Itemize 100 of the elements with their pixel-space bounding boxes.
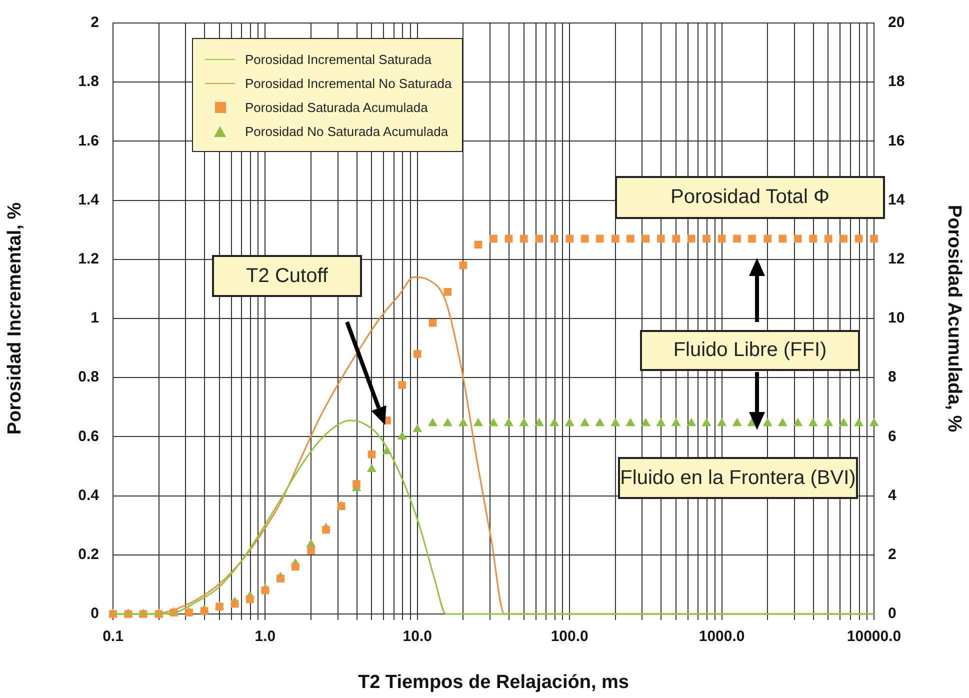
point: [657, 234, 665, 243]
y-tick-label: 1: [90, 310, 99, 327]
y-tick-label: 0.2: [78, 546, 99, 564]
point: [414, 350, 422, 358]
point: [230, 600, 239, 608]
point: [412, 424, 422, 432]
y-tick-label: 1.6: [78, 132, 99, 150]
point: [322, 526, 330, 534]
point: [398, 381, 406, 389]
point: [458, 418, 468, 426]
point: [778, 418, 788, 426]
point: [596, 234, 604, 243]
point: [564, 418, 574, 426]
point: [580, 234, 589, 243]
point: [276, 574, 284, 582]
point: [764, 234, 772, 243]
point: [442, 418, 452, 426]
x-tick-label: 0.1: [102, 628, 124, 646]
y2-tick-label: 18: [888, 73, 905, 90]
point: [838, 418, 848, 426]
point: [368, 450, 376, 458]
point: [292, 562, 300, 571]
point: [474, 240, 482, 249]
callout-box: Fluido Libre (FFI): [640, 330, 860, 371]
point: [459, 261, 468, 270]
point: [854, 234, 863, 243]
point: [580, 418, 590, 426]
x-tick-label: 10000.0: [846, 628, 902, 646]
point: [702, 234, 710, 243]
point: [718, 234, 726, 243]
point: [504, 418, 514, 426]
y2-tick-label: 6: [888, 428, 896, 445]
y-tick-label: 0.8: [78, 368, 99, 386]
point: [610, 418, 620, 426]
point: [672, 234, 680, 243]
point: [504, 234, 513, 243]
point: [717, 418, 727, 426]
y-tick-label: 1.8: [78, 73, 99, 90]
point: [200, 607, 208, 615]
point: [626, 418, 636, 426]
point: [824, 418, 834, 426]
point: [352, 480, 360, 488]
point: [794, 234, 802, 243]
point: [307, 546, 315, 554]
point: [261, 586, 270, 594]
point: [428, 319, 437, 327]
point: [732, 418, 742, 426]
point: [656, 418, 666, 426]
y-tick-label: 0.6: [78, 428, 99, 445]
point: [778, 234, 787, 243]
y-tick-label: 1.4: [78, 191, 100, 208]
legend-label: Porosidad No Saturada Acumulada: [245, 124, 448, 138]
legend-label: Porosidad Incremental No Saturada: [245, 76, 452, 90]
y2-tick-label: 20: [888, 14, 905, 32]
point: [687, 234, 696, 243]
point: [748, 234, 756, 243]
y2-tick-label: 14: [888, 191, 906, 208]
y2-tick-label: 8: [888, 368, 896, 386]
callout-box: T2 Cutoff: [212, 255, 362, 297]
callout-box: Porosidad Total Φ: [615, 176, 885, 219]
y2-axis-title: Porosidad Acumulada, %: [943, 204, 964, 432]
point: [488, 418, 498, 426]
y2-tick-label: 4: [888, 486, 897, 504]
point: [535, 234, 544, 243]
point: [642, 234, 650, 243]
y2-tick-label: 16: [888, 132, 905, 150]
y2-tick-label: 12: [888, 250, 905, 268]
y2-tick-label: 2: [888, 546, 896, 564]
point: [397, 431, 407, 440]
y2-tick-label: 0: [888, 605, 896, 622]
point: [366, 464, 376, 472]
point: [473, 418, 483, 426]
y-tick-label: 2: [90, 14, 99, 32]
x-tick-label: 100.0: [550, 628, 588, 646]
point: [869, 418, 879, 426]
y-tick-label: 0.4: [78, 486, 100, 504]
point: [566, 234, 574, 243]
x-tick-label: 1.0: [254, 628, 276, 646]
y2-tick-label: 10: [888, 310, 905, 327]
point: [640, 418, 650, 426]
point: [686, 418, 696, 426]
point: [793, 418, 803, 426]
legend-label: Porosidad Incremental Saturada: [245, 52, 432, 66]
y-tick-label: 0: [90, 605, 99, 622]
point: [550, 234, 558, 243]
point: [870, 234, 878, 243]
point: [490, 234, 498, 243]
point: [762, 418, 772, 426]
x-tick-label: 10.0: [402, 628, 432, 646]
point: [519, 418, 529, 426]
point: [671, 418, 681, 426]
point: [246, 595, 254, 604]
point: [626, 234, 634, 243]
point: [595, 418, 605, 426]
callout-box: Fluido en la Frontera (BVI): [618, 457, 858, 499]
point: [444, 288, 452, 296]
point: [612, 234, 620, 243]
point: [534, 418, 544, 426]
point: [702, 418, 712, 426]
point: [840, 234, 848, 243]
